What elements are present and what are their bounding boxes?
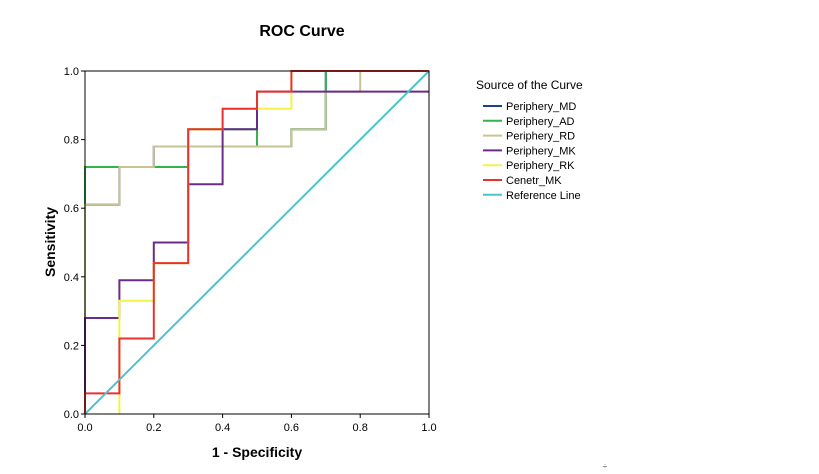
- x-tick-label: 0.8: [353, 422, 368, 434]
- x-tick-label: 0.0: [77, 422, 92, 434]
- legend-label-periphery-ad: Periphery_AD: [506, 116, 575, 128]
- legend-label-periphery-rd: Periphery_RD: [506, 131, 575, 143]
- chart-title: ROC Curve: [259, 23, 344, 40]
- series-line-cenetr-mk: [84, 70, 429, 414]
- legend-label-periphery-md: Periphery_MD: [506, 101, 576, 113]
- plot-frame: [84, 70, 430, 415]
- y-tick-label: 0.4: [64, 272, 79, 284]
- y-axis-ticks: 0.0 0.2 0.4 0.6 0.8 1.0: [64, 66, 85, 421]
- legend-label-cenetr-mk: Cenetr_MK: [506, 175, 562, 187]
- x-axis-ticks: 0.0 0.2 0.4 0.6 0.8 1.0: [77, 414, 437, 434]
- x-tick-label: 0.2: [146, 422, 161, 434]
- y-tick-label: 0.8: [64, 135, 79, 147]
- legend-title: Source of the Curve: [476, 78, 583, 92]
- legend-label-reference-line: Reference Line: [506, 190, 581, 202]
- legend-label-periphery-rk: Periphery_RK: [506, 160, 575, 172]
- stray-mark: ÷: [603, 462, 608, 471]
- legend-label-periphery-mk: Periphery_MK: [506, 145, 576, 157]
- y-tick-label: 0.2: [64, 340, 79, 352]
- legend: Source of the Curve Periphery_MDPeripher…: [476, 78, 583, 202]
- x-axis-label: 1 - Specificity: [212, 444, 302, 460]
- x-tick-label: 0.4: [215, 422, 230, 434]
- y-tick-label: 0.6: [64, 203, 79, 215]
- series-line-reference-line: [84, 70, 430, 415]
- x-tick-label: 1.0: [421, 422, 436, 434]
- legend-items: Periphery_MD Periphery_AD Periphery_RD Peri…: [483, 101, 581, 202]
- y-tick-label: 1.0: [64, 66, 79, 78]
- y-tick-label: 0.0: [64, 409, 79, 421]
- x-tick-label: 0.6: [284, 422, 299, 434]
- y-axis-label: Sensitivity: [42, 207, 58, 277]
- plot-series: [84, 70, 430, 415]
